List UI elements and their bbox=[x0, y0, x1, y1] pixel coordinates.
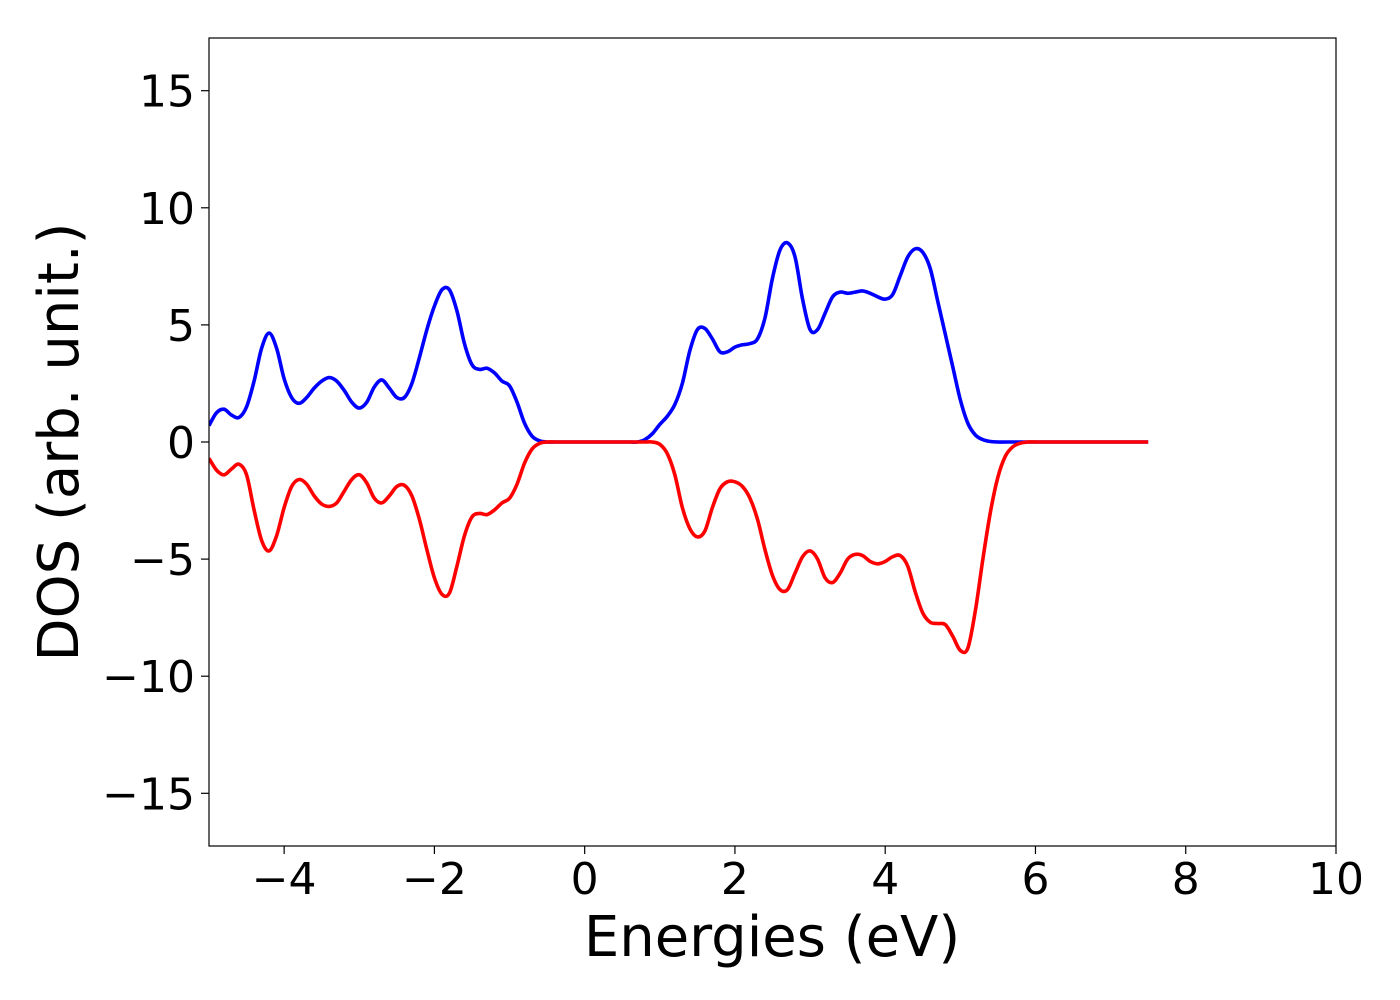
x-tick-label: 6 bbox=[1021, 854, 1049, 905]
x-axis-label: Energies (eV) bbox=[584, 905, 960, 970]
dos-line bbox=[209, 240, 1149, 444]
x-tick-label: −4 bbox=[252, 854, 317, 905]
dos-line bbox=[209, 440, 1149, 655]
x-tick-label: 4 bbox=[871, 854, 899, 905]
x-tick-label: −2 bbox=[402, 854, 467, 905]
y-axis-label: DOS (arb. unit.) bbox=[27, 222, 92, 661]
y-tick-label: −5 bbox=[130, 535, 195, 586]
y-tick-label: 0 bbox=[167, 418, 195, 469]
y-tick-label: −10 bbox=[102, 652, 195, 703]
x-tick-label: 8 bbox=[1172, 854, 1200, 905]
plot-area bbox=[209, 240, 1149, 655]
x-tick-label: 0 bbox=[571, 854, 599, 905]
y-tick-label: 5 bbox=[167, 301, 195, 352]
x-tick-label: 2 bbox=[721, 854, 749, 905]
y-tick-label: 10 bbox=[139, 184, 195, 235]
y-tick-label: 15 bbox=[139, 67, 195, 118]
y-tick-label: −15 bbox=[102, 769, 195, 820]
x-tick-label: 10 bbox=[1308, 854, 1364, 905]
